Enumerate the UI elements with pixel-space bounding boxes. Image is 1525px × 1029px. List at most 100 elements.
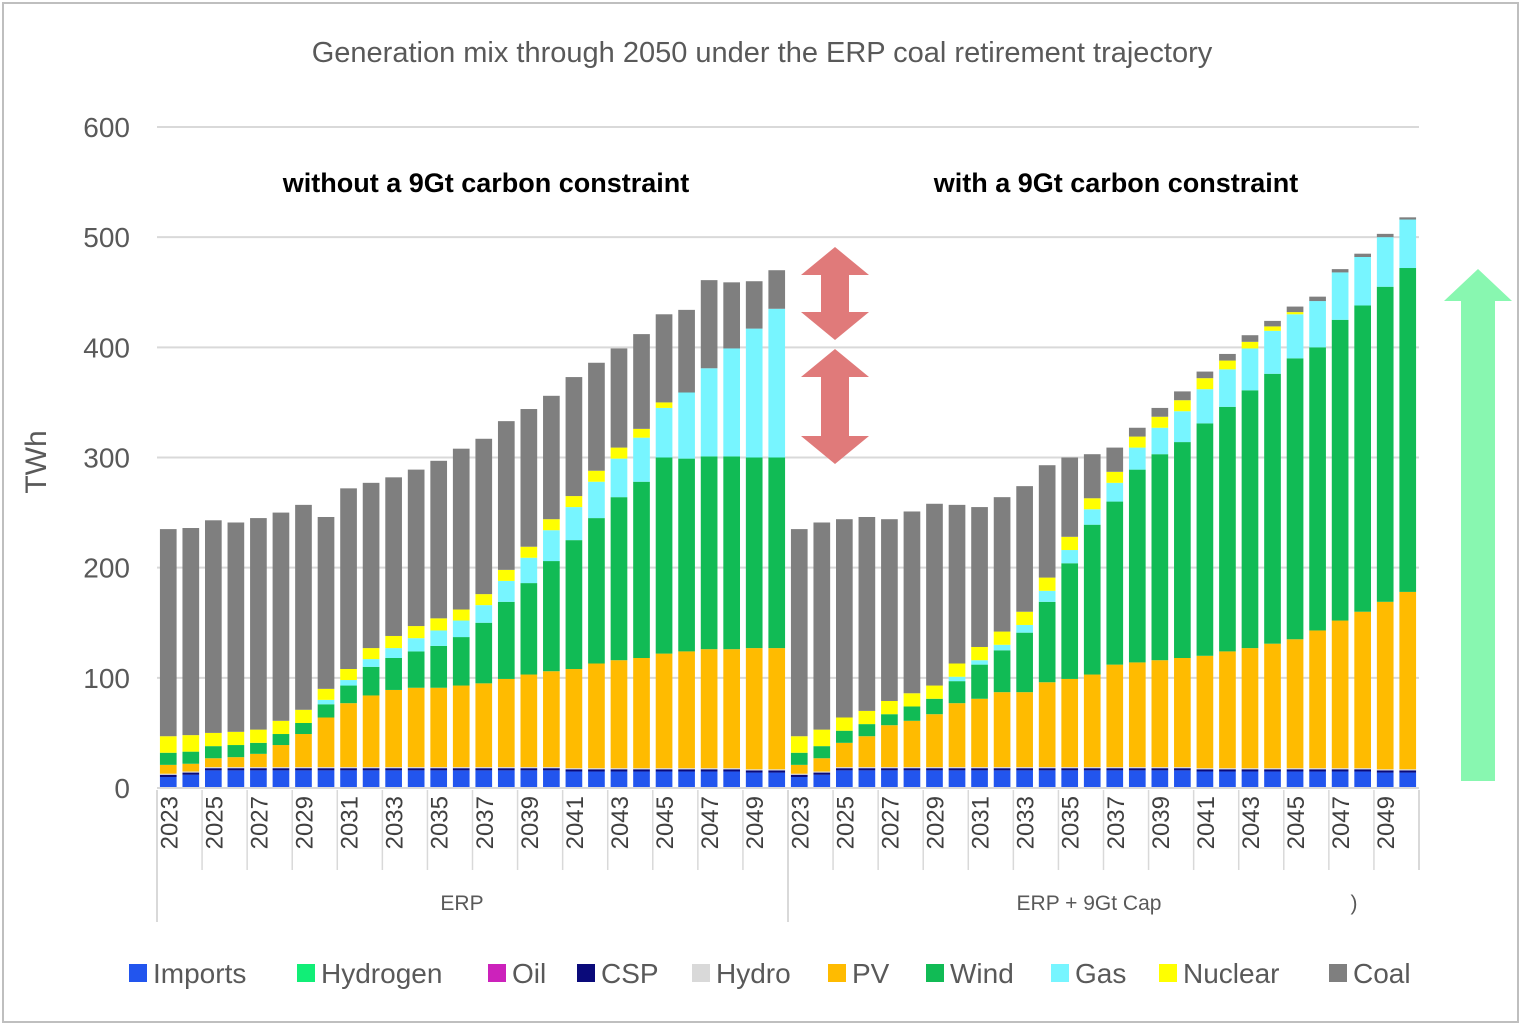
bar-segment-coal	[700, 280, 718, 369]
bar-segment-imports	[723, 771, 740, 788]
bar-segment-hydro	[723, 768, 740, 770]
bar-segment-pv	[655, 653, 673, 769]
bar-segment-hydro	[813, 771, 831, 773]
bar-segment-wind	[1376, 286, 1394, 602]
bar-segment-wind	[1083, 524, 1101, 675]
y-axis-label: TWh	[20, 430, 53, 493]
bar-segment-imports	[1128, 770, 1146, 788]
x-tick-label: 2029	[922, 796, 949, 849]
x-tick-label: 2031	[337, 796, 364, 849]
bar-segment-pv	[182, 763, 200, 772]
bar-segment-wind	[610, 497, 628, 661]
bar-segment-wind	[813, 746, 831, 759]
bar-segment-nuclear	[159, 736, 177, 753]
bar-segment-csp	[993, 768, 1011, 771]
bar-segment-wind	[227, 745, 245, 758]
bar-segment-imports	[790, 776, 808, 788]
bar-segment-nuclear	[543, 519, 560, 531]
group-label-erp-9gt: ERP + 9Gt Cap	[1017, 892, 1162, 915]
bar-segment-pv	[881, 725, 898, 768]
x-tick-label: 2027	[877, 796, 904, 849]
bar-segment-pv	[1264, 643, 1281, 769]
bar-segment-gas	[317, 699, 335, 705]
bar-segment-coal	[903, 511, 921, 694]
bar-segment-gas	[1241, 348, 1259, 391]
bar-segment-wind	[836, 730, 853, 743]
bar-segment-gas	[543, 530, 560, 562]
bar-segment-pv	[836, 742, 853, 768]
bar-segment-gas	[633, 437, 650, 482]
bar-segment-pv	[678, 651, 695, 769]
bar-segment-imports	[340, 770, 357, 788]
annotation-left: without a 9Gt carbon constraint	[282, 168, 690, 198]
x-tick-label: 2023	[787, 796, 814, 849]
bar-segment-csp	[295, 768, 312, 771]
bar-segment-coal	[317, 516, 335, 689]
bar-segment-imports	[610, 771, 628, 788]
bar-segment-hydro	[227, 767, 245, 769]
bar-segment-coal	[1128, 427, 1146, 437]
legend-swatch-hydro	[692, 964, 710, 982]
bar-segment-hydro	[205, 767, 222, 769]
bar-segment-csp	[1309, 769, 1326, 772]
bar-segment-imports	[971, 770, 988, 788]
bar-segment-wind	[858, 724, 876, 737]
bar-segment-pv	[1174, 658, 1191, 768]
bar-segment-csp	[745, 770, 763, 773]
bar-segment-hydro	[1106, 767, 1124, 769]
x-tick-label: 2047	[1328, 796, 1355, 849]
bar-segment-wind	[1241, 390, 1259, 649]
bar-segment-gas	[362, 659, 380, 667]
bar-segment-pv	[362, 695, 380, 768]
chart-svg: Generation mix through 2050 under the ER…	[20, 37, 1512, 989]
bar-segment-wind	[655, 457, 673, 654]
bar-segment-coal	[881, 519, 898, 701]
bar-segment-hydro	[768, 769, 786, 771]
legend-label-coal: Coal	[1353, 958, 1411, 989]
bar-segment-csp	[543, 768, 560, 771]
bar-segment-csp	[678, 769, 695, 772]
bar-segment-wind	[1174, 442, 1191, 659]
bar-segment-hydro	[610, 768, 628, 770]
legend-swatch-hydrogen	[297, 964, 315, 982]
bar-segment-imports	[317, 770, 335, 788]
bar-segment-pv	[159, 764, 177, 774]
bar-segment-pv	[1399, 591, 1417, 770]
y-tick-label: 400	[83, 332, 130, 363]
bar-segment-hydro	[633, 768, 650, 770]
bar-segment-hydro	[1399, 769, 1417, 771]
x-tick-label: 2043	[607, 796, 634, 849]
bar-segment-wind	[385, 658, 402, 690]
bar-segment-gas	[1354, 256, 1371, 306]
bar-segment-pv	[610, 660, 628, 769]
bar-segment-gas	[655, 407, 673, 458]
bar-segment-gas	[1286, 314, 1304, 359]
bar-segment-imports	[543, 770, 560, 788]
bar-segment-hydro	[588, 768, 605, 770]
bar-segment-pv	[272, 745, 290, 768]
bar-segment-coal	[385, 477, 402, 636]
bar-segment-nuclear	[295, 709, 312, 724]
bar-segment-gas	[385, 648, 402, 659]
bar-segment-hydro	[520, 767, 538, 769]
bar-segment-wind	[745, 457, 763, 649]
x-tick-label: 2047	[697, 796, 724, 849]
bar-segment-coal	[1264, 320, 1281, 327]
y-tick-label: 500	[83, 222, 130, 253]
bar-segment-gas	[745, 328, 763, 458]
bar-segment-csp	[1376, 770, 1394, 773]
bar-segment-coal	[565, 377, 583, 497]
x-tick-label: 2035	[427, 796, 454, 849]
bar-segment-wind	[272, 734, 290, 746]
bar-segment-coal	[497, 421, 515, 570]
bar-segment-hydro	[272, 767, 290, 769]
bar-segment-hydro	[1016, 767, 1033, 769]
bar-segment-hydro	[1331, 768, 1349, 770]
bar-segment-pv	[1219, 651, 1236, 769]
bar-segment-hydro	[1174, 767, 1191, 769]
bar-segment-nuclear	[588, 470, 605, 482]
bar-segment-csp	[588, 769, 605, 772]
bar-segment-pv	[497, 678, 515, 768]
bar-segment-pv	[1016, 692, 1033, 768]
bar-segment-coal	[813, 522, 831, 730]
